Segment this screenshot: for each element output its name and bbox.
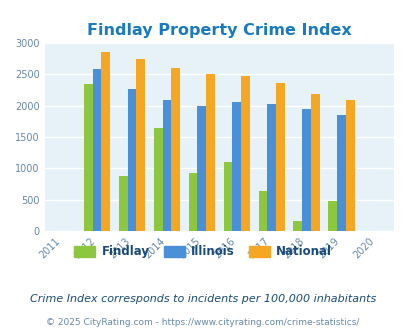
Bar — [188, 173, 197, 231]
Text: © 2025 CityRating.com - https://www.cityrating.com/crime-statistics/: © 2025 CityRating.com - https://www.city… — [46, 318, 359, 327]
Bar — [241, 76, 249, 231]
Bar — [101, 52, 110, 231]
Bar — [171, 68, 179, 231]
Bar — [293, 221, 301, 231]
Bar — [223, 162, 232, 231]
Bar — [136, 59, 145, 231]
Bar — [206, 74, 214, 231]
Bar — [266, 104, 275, 231]
Bar — [345, 100, 354, 231]
Text: Crime Index corresponds to incidents per 100,000 inhabitants: Crime Index corresponds to incidents per… — [30, 294, 375, 304]
Bar — [162, 100, 171, 231]
Bar — [92, 69, 101, 231]
Bar — [328, 201, 336, 231]
Bar — [301, 109, 310, 231]
Bar — [127, 89, 136, 231]
Bar — [258, 191, 266, 231]
Bar — [275, 83, 284, 231]
Bar — [119, 176, 127, 231]
Bar — [153, 128, 162, 231]
Title: Findlay Property Crime Index: Findlay Property Crime Index — [87, 22, 351, 38]
Bar — [232, 102, 241, 231]
Bar — [84, 84, 92, 231]
Legend: Findlay, Illinois, National: Findlay, Illinois, National — [69, 241, 336, 263]
Bar — [310, 94, 319, 231]
Bar — [336, 115, 345, 231]
Bar — [197, 106, 206, 231]
